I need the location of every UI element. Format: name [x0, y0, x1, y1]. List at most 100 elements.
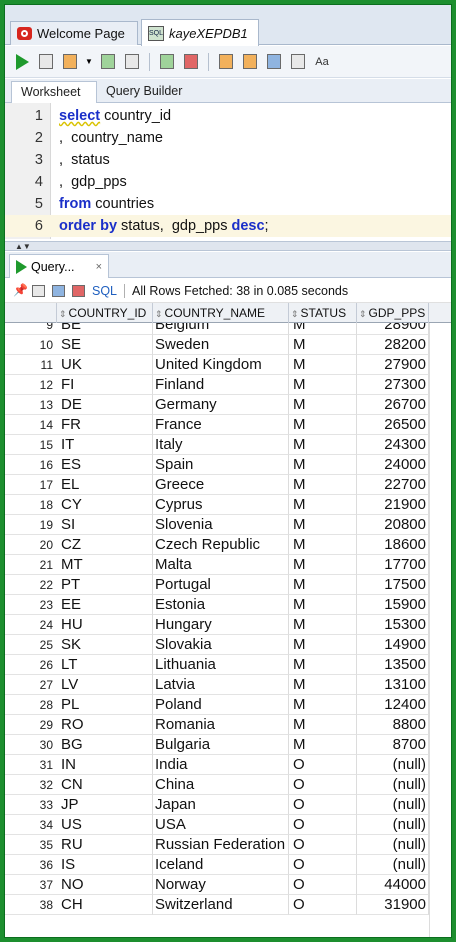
cell-status[interactable]: O [289, 855, 357, 875]
tab-welcome-page[interactable]: Welcome Page [10, 21, 138, 45]
result-grid[interactable]: ⇕ COUNTRY_ID ⇕ COUNTRY_NAME ⇕ STATUS ⇕ GDP_P… [5, 303, 451, 937]
cell-country-name[interactable]: Finland [153, 375, 289, 395]
cell-gdp-pps[interactable]: 17500 [357, 575, 429, 595]
cell-gdp-pps[interactable]: 22700 [357, 475, 429, 495]
table-row[interactable]: 10 SE Sweden M 28200 [5, 335, 451, 355]
table-row[interactable]: 23 EE Estonia M 15900 [5, 595, 451, 615]
cell-gdp-pps[interactable]: (null) [357, 795, 429, 815]
cell-country-id[interactable]: SI [57, 515, 153, 535]
text-case-button[interactable]: Aa [315, 55, 329, 68]
table-row[interactable]: 27 LV Latvia M 13100 [5, 675, 451, 695]
cell-country-id[interactable]: ES [57, 455, 153, 475]
column-header-status[interactable]: ⇕ STATUS [289, 303, 357, 323]
run-script-button[interactable] [37, 53, 55, 71]
cell-country-id[interactable]: UK [57, 355, 153, 375]
cell-country-id[interactable]: CH [57, 895, 153, 915]
explain-plan-button[interactable] [99, 53, 117, 71]
dropdown-arrow-button[interactable]: ▼ [85, 57, 93, 66]
table-row[interactable]: 31 IN India O (null) [5, 755, 451, 775]
cell-country-name[interactable]: Japan [153, 795, 289, 815]
cell-country-id[interactable]: DE [57, 395, 153, 415]
cell-status[interactable]: M [289, 655, 357, 675]
cell-country-id[interactable]: IT [57, 435, 153, 455]
cell-gdp-pps[interactable]: 31900 [357, 895, 429, 915]
cell-country-name[interactable]: Italy [153, 435, 289, 455]
cell-country-id[interactable]: IS [57, 855, 153, 875]
table-row[interactable]: 11 UK United Kingdom M 27900 [5, 355, 451, 375]
cell-status[interactable]: M [289, 555, 357, 575]
cell-country-id[interactable]: CY [57, 495, 153, 515]
cell-country-id[interactable]: JP [57, 795, 153, 815]
cell-status[interactable]: M [289, 395, 357, 415]
cell-country-id[interactable]: RU [57, 835, 153, 855]
refresh-icon[interactable] [52, 284, 65, 297]
cell-status[interactable]: M [289, 415, 357, 435]
cell-country-name[interactable]: United Kingdom [153, 355, 289, 375]
cell-status[interactable]: O [289, 775, 357, 795]
cancel-icon[interactable] [72, 284, 85, 297]
table-row[interactable]: 26 LT Lithuania M 13500 [5, 655, 451, 675]
column-header-country-id[interactable]: ⇕ COUNTRY_ID [57, 303, 153, 323]
cell-country-id[interactable]: IN [57, 755, 153, 775]
cell-gdp-pps[interactable]: 14900 [357, 635, 429, 655]
column-header-country-name[interactable]: ⇕ COUNTRY_NAME [153, 303, 289, 323]
table-row[interactable]: 15 IT Italy M 24300 [5, 435, 451, 455]
cell-status[interactable]: M [289, 695, 357, 715]
autotrace-button[interactable] [61, 53, 79, 71]
tab-query-result[interactable]: Query... × [9, 254, 109, 278]
cell-country-id[interactable]: EL [57, 475, 153, 495]
editor-line[interactable]: 6 order by status, gdp_pps desc; [5, 215, 451, 237]
table-row[interactable]: 12 FI Finland M 27300 [5, 375, 451, 395]
cell-country-name[interactable]: Slovenia [153, 515, 289, 535]
cell-country-id[interactable]: EE [57, 595, 153, 615]
cell-gdp-pps[interactable]: 13100 [357, 675, 429, 695]
cell-country-id[interactable]: LT [57, 655, 153, 675]
table-row[interactable]: 14 FR France M 26500 [5, 415, 451, 435]
cell-gdp-pps[interactable]: 13500 [357, 655, 429, 675]
editor-line[interactable]: 1 select country_id [5, 105, 451, 127]
cell-country-name[interactable]: USA [153, 815, 289, 835]
cell-country-name[interactable]: Lithuania [153, 655, 289, 675]
cell-gdp-pps[interactable]: 26700 [357, 395, 429, 415]
cell-status[interactable]: O [289, 815, 357, 835]
cell-country-id[interactable]: LV [57, 675, 153, 695]
cell-country-id[interactable]: CN [57, 775, 153, 795]
sql-tuning-button[interactable] [123, 53, 141, 71]
pane-splitter[interactable]: ▲▼ [5, 241, 451, 251]
cell-country-name[interactable]: Sweden [153, 335, 289, 355]
table-row[interactable]: 22 PT Portugal M 17500 [5, 575, 451, 595]
editor-line[interactable]: 2 , country_name [5, 127, 451, 149]
cell-status[interactable]: M [289, 615, 357, 635]
cell-country-id[interactable]: FI [57, 375, 153, 395]
column-header-gdp-pps[interactable]: ⇕ GDP_PPS [357, 303, 429, 323]
close-icon[interactable]: × [95, 260, 102, 273]
cell-gdp-pps[interactable]: (null) [357, 835, 429, 855]
table-row[interactable]: 37 NO Norway O 44000 [5, 875, 451, 895]
cell-status[interactable]: M [289, 575, 357, 595]
table-row[interactable]: 21 MT Malta M 17700 [5, 555, 451, 575]
cell-gdp-pps[interactable]: (null) [357, 855, 429, 875]
table-row[interactable]: 32 CN China O (null) [5, 775, 451, 795]
cell-gdp-pps[interactable]: 12400 [357, 695, 429, 715]
cell-country-name[interactable]: Germany [153, 395, 289, 415]
editor-line[interactable]: 5 from countries [5, 193, 451, 215]
table-row[interactable]: 24 HU Hungary M 15300 [5, 615, 451, 635]
cell-status[interactable]: O [289, 835, 357, 855]
rollback-button[interactable] [182, 53, 200, 71]
cell-country-id[interactable]: MT [57, 555, 153, 575]
cell-status[interactable]: M [289, 375, 357, 395]
cell-country-name[interactable]: Iceland [153, 855, 289, 875]
cell-country-id[interactable]: PL [57, 695, 153, 715]
commit-button[interactable] [158, 53, 176, 71]
cell-country-id[interactable]: PT [57, 575, 153, 595]
cell-gdp-pps[interactable]: 44000 [357, 875, 429, 895]
pin-icon[interactable]: 📌 [13, 283, 28, 297]
cell-gdp-pps[interactable]: 21900 [357, 495, 429, 515]
cell-gdp-pps[interactable]: 26500 [357, 415, 429, 435]
cell-country-id[interactable]: SE [57, 335, 153, 355]
cell-gdp-pps[interactable]: 27900 [357, 355, 429, 375]
sql-link[interactable]: SQL [92, 283, 118, 298]
find-replace-button[interactable] [289, 53, 307, 71]
cell-status[interactable]: O [289, 895, 357, 915]
table-row[interactable]: 19 SI Slovenia M 20800 [5, 515, 451, 535]
